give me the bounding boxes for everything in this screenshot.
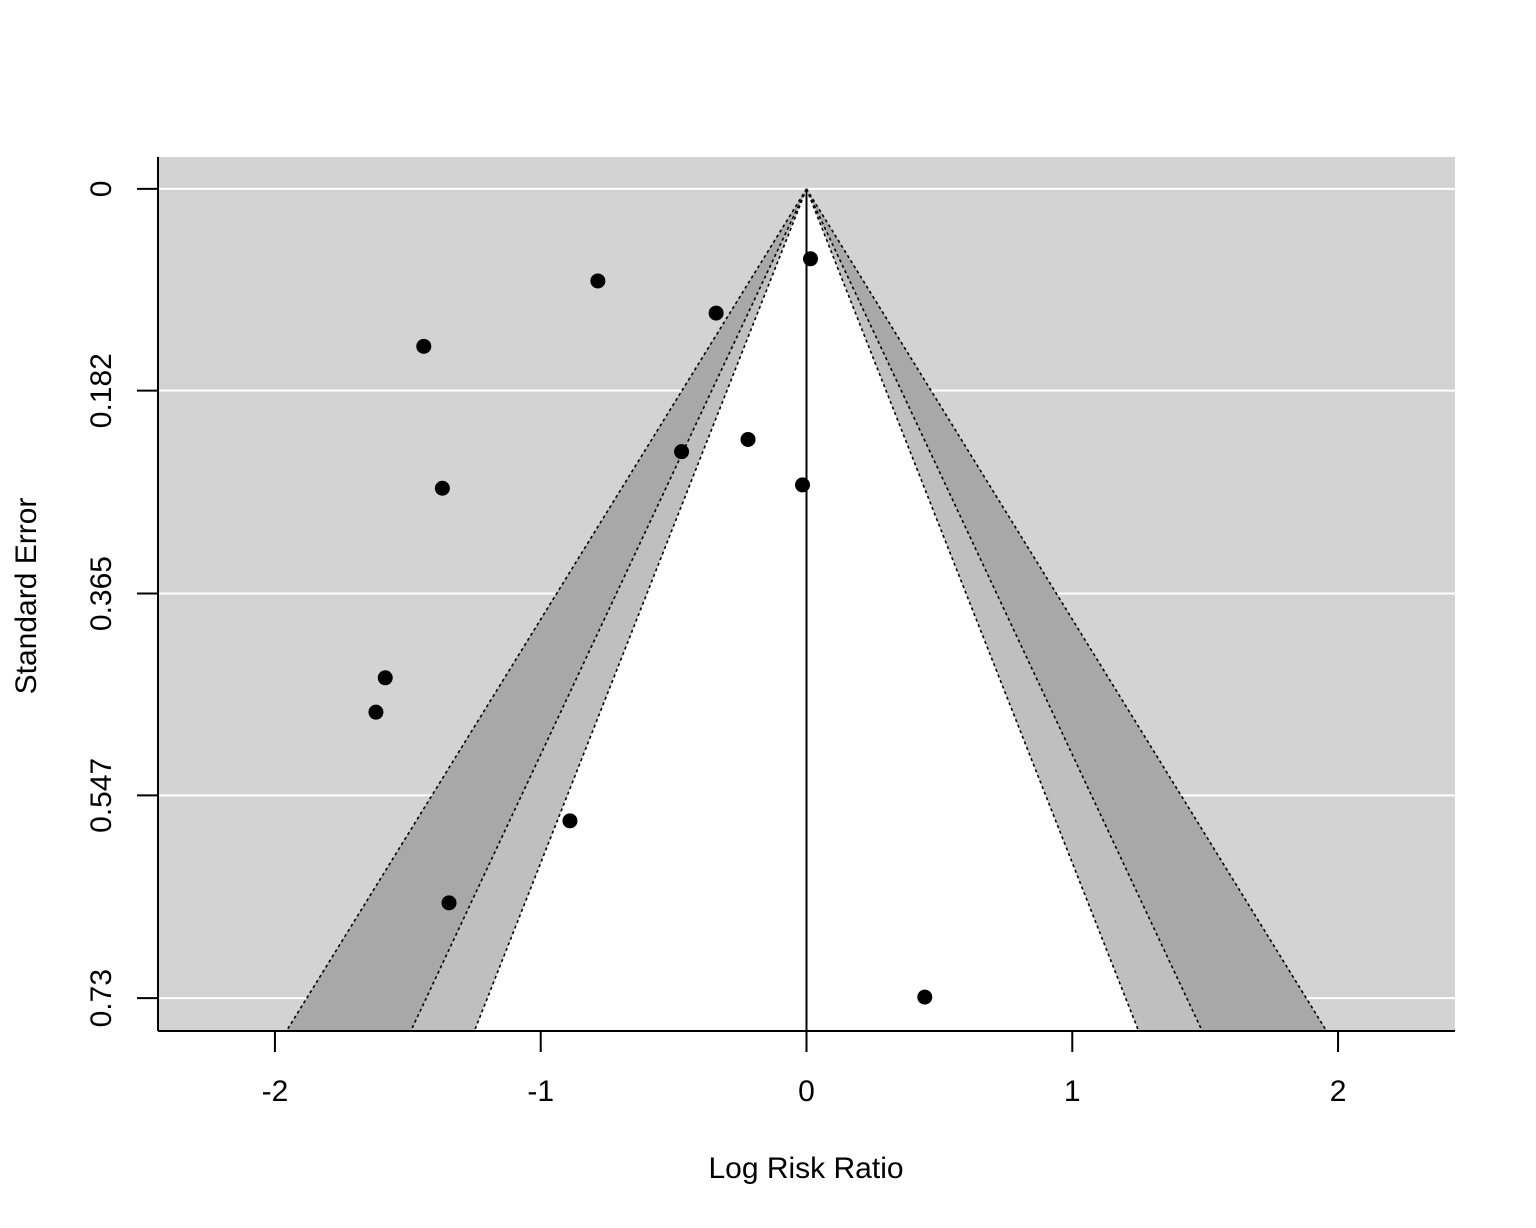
y-tick-label-0: 0	[85, 181, 118, 198]
data-point-8	[377, 670, 393, 686]
x-tick-label-2: 0	[798, 1075, 815, 1108]
data-point-11	[441, 895, 457, 911]
x-axis-label: Log Risk Ratio	[708, 1152, 903, 1185]
data-point-10	[562, 813, 578, 829]
contour-boundary-1-left	[410, 188, 808, 1031]
data-point-7	[434, 480, 450, 496]
data-point-3	[416, 338, 432, 354]
data-points	[368, 251, 933, 1005]
contour-boundary-1-right	[805, 188, 1203, 1031]
contour-boundary-2-right	[805, 188, 1328, 1031]
y-tick-label-4: 0.73	[85, 969, 118, 1027]
data-point-12	[917, 989, 933, 1005]
data-point-5	[674, 444, 690, 460]
x-axis: -2 -1 0 1 2	[262, 1031, 1347, 1108]
data-point-9	[368, 704, 384, 720]
y-tick-label-3: 0.547	[85, 758, 118, 833]
x-tick-label-0: -2	[262, 1075, 289, 1108]
y-axis-label: Standard Error	[10, 498, 43, 695]
data-point-4	[740, 431, 756, 447]
data-point-6	[795, 477, 811, 493]
x-tick-label-3: 1	[1064, 1075, 1081, 1108]
data-point-0	[802, 251, 818, 267]
data-point-1	[590, 273, 606, 289]
y-axis: 0 0.182 0.365 0.547 0.73	[85, 181, 158, 1027]
y-tick-label-1: 0.182	[85, 353, 118, 428]
contour-boundary-0-right	[805, 188, 1140, 1031]
x-tick-label-4: 2	[1330, 1075, 1347, 1108]
x-tick-label-1: -1	[527, 1075, 554, 1108]
data-point-2	[708, 305, 724, 321]
contour-boundary-2-left	[285, 188, 808, 1031]
contour-boundary-lines	[285, 188, 1328, 1031]
y-tick-label-2: 0.365	[85, 556, 118, 631]
contour-boundary-0-left	[473, 188, 808, 1031]
